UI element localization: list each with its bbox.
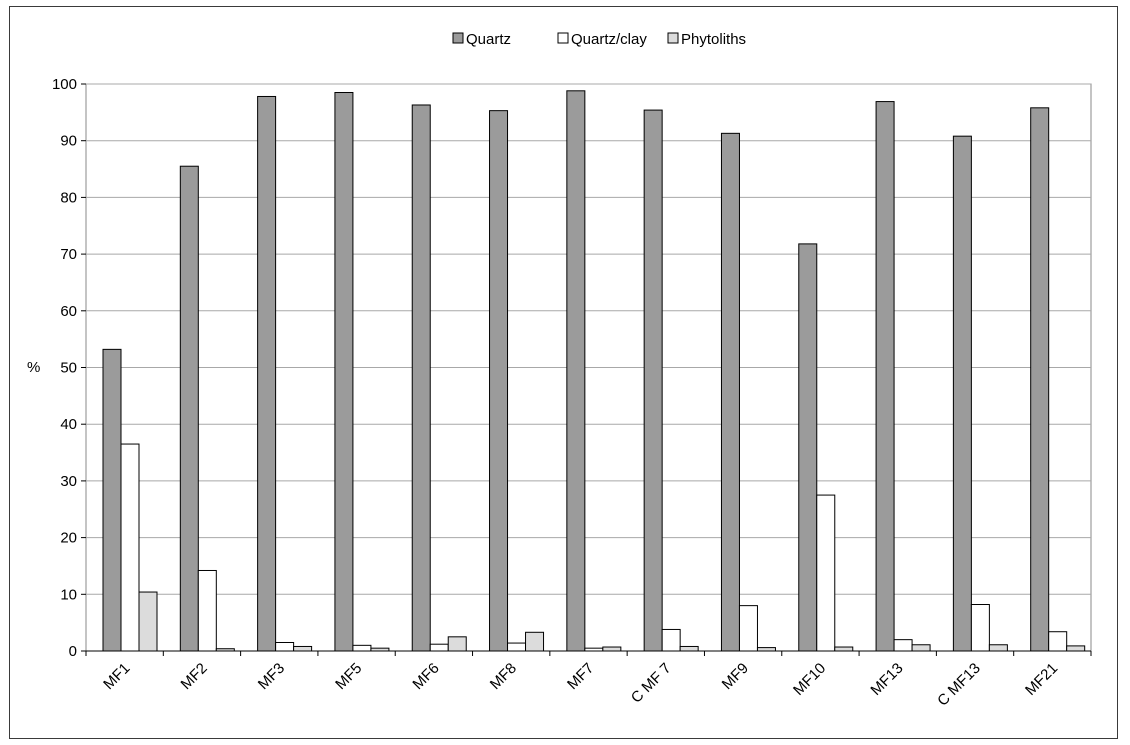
y-axis-ticks: 0 10 20 30 40 50 60 70 80 90 100 <box>52 76 86 660</box>
bar-phytoliths-mf1 <box>138 591 158 652</box>
bar-quartz-mf2 <box>179 165 199 652</box>
x-tick-label: MF3 <box>255 660 288 693</box>
bar-quartz-mf21 <box>1030 107 1050 652</box>
legend: Quartz Quartz/clay Phytoliths <box>452 31 746 48</box>
x-tick-label: MF1 <box>100 660 133 693</box>
bar-quartz-c-mf13 <box>952 135 972 652</box>
legend-label-quartz: Quartz <box>466 31 511 48</box>
y-tick-label: 30 <box>60 473 77 490</box>
y-axis-label: % <box>27 359 40 376</box>
bar-quartz-clay-c-mf13 <box>970 604 990 652</box>
bar-phytoliths-c-mf-7 <box>679 645 699 652</box>
legend-swatch-quartz-clay <box>557 32 569 44</box>
legend-label-phytoliths: Phytoliths <box>681 31 746 48</box>
bar-quartz-clay-mf8 <box>507 642 527 652</box>
x-tick-label: C MF 7 <box>628 660 675 707</box>
bar-quartz-clay-mf2 <box>197 569 217 652</box>
x-tick-label: MF5 <box>332 660 365 693</box>
bar-phytoliths-mf8 <box>525 631 545 652</box>
bar-quartz-mf10 <box>798 243 818 652</box>
y-tick-label: 10 <box>60 586 77 603</box>
x-tick-label: MF2 <box>178 660 211 693</box>
bar-quartz-mf7 <box>566 90 586 652</box>
bar-phytoliths-c-mf13 <box>988 644 1008 652</box>
bar-quartz-mf13 <box>875 101 895 652</box>
y-tick-label: 90 <box>60 133 77 150</box>
y-tick-label: 40 <box>60 416 77 433</box>
bar-quartz-clay-mf21 <box>1048 631 1068 652</box>
bar-phytoliths-mf6 <box>447 636 467 652</box>
legend-label-quartz-clay: Quartz/clay <box>571 31 647 48</box>
y-tick-label: 100 <box>52 76 77 93</box>
bar-quartz-clay-mf5 <box>352 644 372 652</box>
bar-quartz-mf9 <box>720 132 740 652</box>
bar-quartz-mf1 <box>102 348 122 652</box>
legend-swatch-quartz <box>452 32 464 44</box>
x-tick-label: MF21 <box>1022 660 1061 699</box>
x-axis-ticks: MF1 MF2 MF3 MF5 MF6 MF8 MF7 C MF 7 MF9 MF10 MF13 C … <box>85 651 1092 710</box>
bar-phytoliths-mf21 <box>1066 645 1086 652</box>
x-tick-label: MF6 <box>409 660 442 693</box>
bar-quartz-clay-mf9 <box>738 605 758 652</box>
bar-quartz-mf5 <box>334 92 354 652</box>
bar-quartz-clay-mf3 <box>275 641 295 652</box>
bar-quartz-mf6 <box>411 104 431 652</box>
bar-quartz-clay-mf13 <box>893 639 913 652</box>
bar-phytoliths-mf3 <box>293 645 313 652</box>
x-tick-label: MF7 <box>564 660 597 693</box>
bars <box>102 90 1086 652</box>
bar-quartz-mf8 <box>489 110 509 652</box>
bar-quartz-clay-mf10 <box>816 494 836 652</box>
x-tick-label: MF9 <box>719 660 752 693</box>
y-tick-label: 20 <box>60 530 77 547</box>
bar-quartz-clay-mf6 <box>429 643 449 652</box>
y-tick-label: 80 <box>60 189 77 206</box>
bar-quartz-mf3 <box>257 95 277 652</box>
x-tick-label: MF8 <box>487 660 520 693</box>
bar-quartz-clay-c-mf-7 <box>661 628 681 652</box>
bar-phytoliths-mf10 <box>834 646 854 652</box>
x-tick-label: MF13 <box>867 660 906 699</box>
y-tick-label: 0 <box>69 643 77 660</box>
grid-lines <box>86 83 1091 595</box>
legend-swatch-phytoliths <box>667 32 679 44</box>
x-tick-label: C MF13 <box>934 660 984 710</box>
bar-quartz-c-mf-7 <box>643 109 663 652</box>
bar-quartz-clay-mf1 <box>120 443 140 652</box>
y-tick-label: 50 <box>60 360 77 377</box>
x-tick-label: MF10 <box>790 660 829 699</box>
bar-phytoliths-mf13 <box>911 644 931 652</box>
bar-phytoliths-mf9 <box>756 647 776 652</box>
y-tick-label: 60 <box>60 303 77 320</box>
y-tick-label: 70 <box>60 246 77 263</box>
bar-phytoliths-mf7 <box>602 646 622 652</box>
